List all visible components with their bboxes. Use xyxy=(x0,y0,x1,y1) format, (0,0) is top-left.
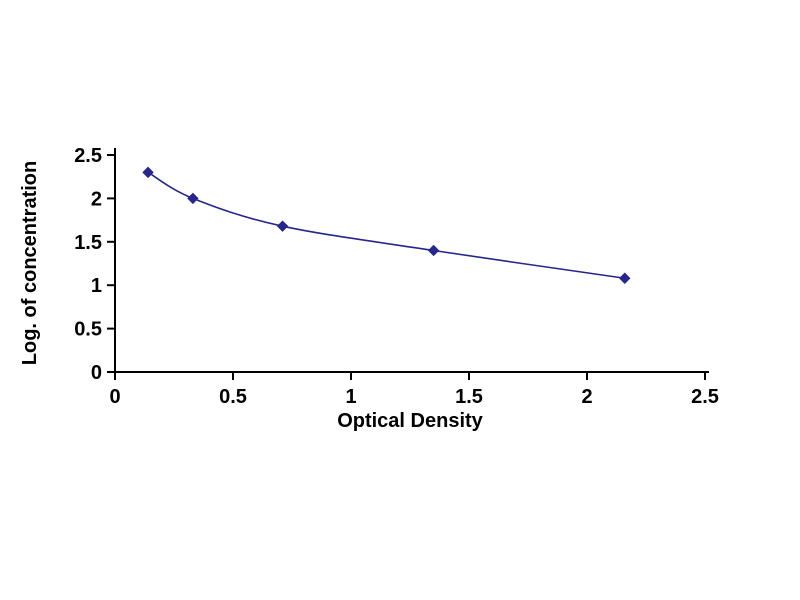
y-tick-label: 2 xyxy=(91,188,102,210)
y-tick-label: 1.5 xyxy=(74,232,102,254)
x-tick-label: 2 xyxy=(581,386,592,408)
x-axis-label: Optical Density xyxy=(337,410,483,432)
y-tick-label: 0 xyxy=(91,362,102,384)
x-tick-label: 1 xyxy=(345,386,356,408)
x-tick-label: 0 xyxy=(109,386,120,408)
data-point-marker xyxy=(187,192,199,205)
data-point-marker xyxy=(142,166,154,179)
y-tick-label: 2.5 xyxy=(74,145,102,167)
data-point-marker xyxy=(276,220,289,232)
x-tick-label: 1.5 xyxy=(455,386,483,408)
data-point-marker xyxy=(427,244,440,257)
x-tick-label: 0.5 xyxy=(219,386,247,408)
y-axis-label: Log. of concentration xyxy=(19,161,41,365)
y-tick-label: 0.5 xyxy=(74,319,102,341)
x-tick-label: 2.5 xyxy=(691,386,719,408)
y-tick-label: 1 xyxy=(91,275,102,297)
data-point-marker xyxy=(619,272,631,284)
plot-area: 0 0.5 1 1.5 2 2.5 0 0.5 1 1.5 2 2.5 xyxy=(74,145,719,408)
series-line xyxy=(147,171,625,280)
